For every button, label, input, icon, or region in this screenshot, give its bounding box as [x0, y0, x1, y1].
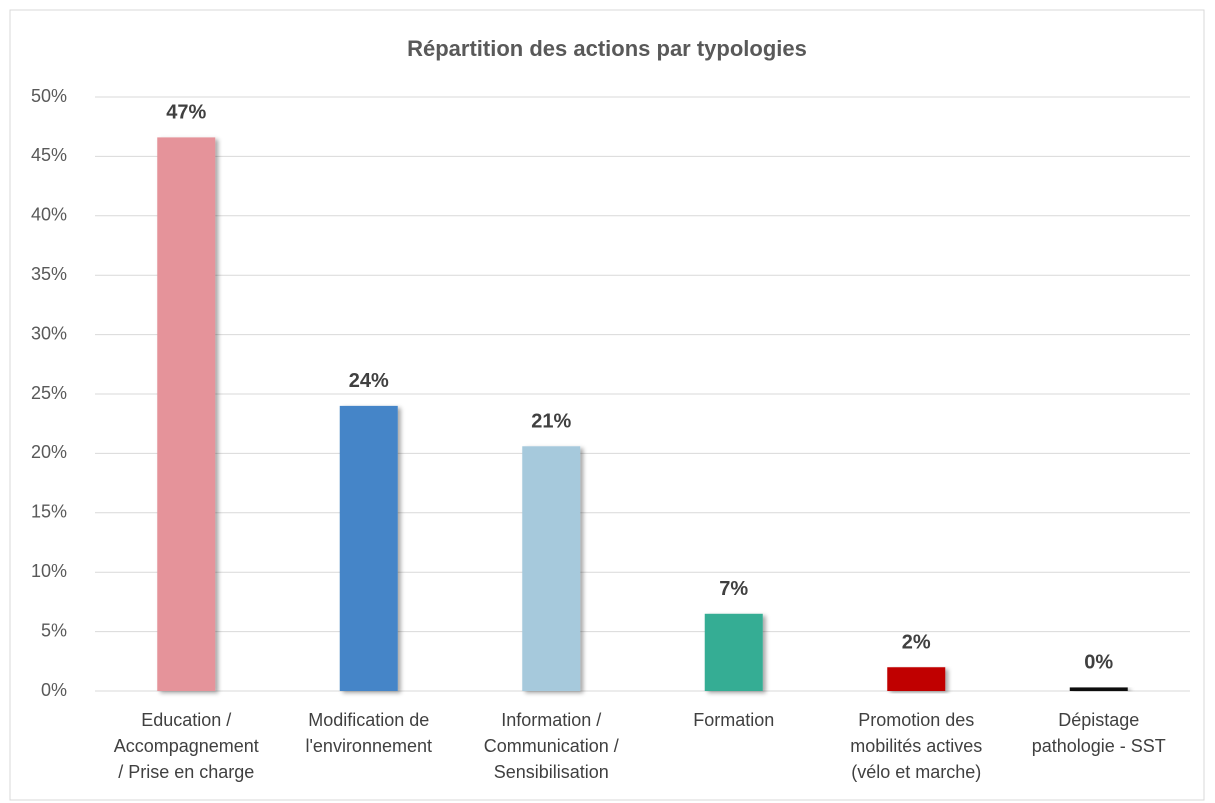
data-label: 7% [719, 578, 748, 600]
y-tick-label: 45% [31, 145, 67, 165]
data-label: 0% [1084, 652, 1113, 674]
y-tick-label: 50% [31, 86, 67, 106]
bar [887, 667, 946, 691]
y-tick-label: 35% [31, 264, 67, 284]
data-label: 47% [166, 102, 206, 124]
data-label: 21% [531, 411, 571, 433]
data-label: 24% [349, 370, 389, 392]
x-tick-label: Formation [693, 710, 775, 730]
y-tick-label: 0% [41, 680, 67, 700]
chart-title: Répartition des actions par typologies [407, 36, 807, 61]
bar [522, 446, 581, 691]
bar [339, 405, 398, 691]
y-tick-label: 15% [31, 502, 67, 522]
bar [704, 613, 763, 691]
x-tick-label: Education / Accompagnement / Prise en ch… [113, 710, 259, 782]
y-tick-label: 10% [31, 561, 67, 581]
y-tick-label: 40% [31, 205, 67, 225]
x-tick-label: Promotion des mobilités actives (vélo et… [850, 710, 983, 782]
x-tick-label: Dépistage pathologie - SST [1031, 710, 1166, 756]
y-tick-label: 30% [31, 323, 67, 343]
bar [1069, 687, 1128, 691]
x-tick-label: Modification de l'environnement [305, 710, 432, 756]
x-tick-label: Information / Communication / Sensibilis… [483, 710, 619, 782]
y-tick-label: 5% [41, 620, 67, 640]
data-label: 2% [902, 632, 931, 654]
bar [157, 137, 216, 692]
y-tick-label: 25% [31, 383, 67, 403]
y-tick-label: 20% [31, 442, 67, 462]
